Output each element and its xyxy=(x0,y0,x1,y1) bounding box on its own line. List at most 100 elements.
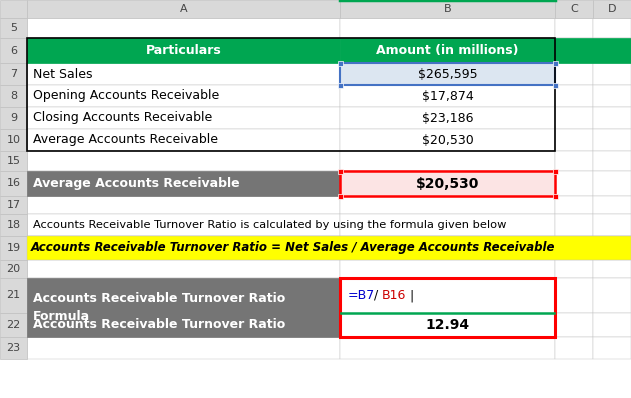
Bar xyxy=(0,260,27,278)
Bar xyxy=(27,38,555,151)
Text: 17: 17 xyxy=(6,200,21,210)
Bar xyxy=(593,337,631,359)
Bar xyxy=(27,171,340,196)
Text: 8: 8 xyxy=(10,91,17,101)
Bar xyxy=(340,171,555,196)
Bar xyxy=(555,38,631,63)
Bar xyxy=(27,236,631,260)
Text: 16: 16 xyxy=(6,178,20,189)
Bar xyxy=(340,171,555,196)
Text: Net Sales: Net Sales xyxy=(33,68,93,80)
Bar xyxy=(0,129,27,151)
Bar xyxy=(555,236,593,260)
Bar xyxy=(340,129,555,151)
Bar xyxy=(27,85,340,107)
Text: 21: 21 xyxy=(6,291,21,300)
Bar xyxy=(0,85,27,107)
Bar xyxy=(27,196,340,214)
Bar xyxy=(555,107,593,129)
Bar xyxy=(338,61,343,66)
Bar xyxy=(0,63,27,85)
Text: Opening Accounts Receivable: Opening Accounts Receivable xyxy=(33,90,219,103)
Bar xyxy=(553,169,558,174)
Bar xyxy=(27,18,340,38)
Bar xyxy=(340,196,555,214)
Bar xyxy=(555,260,593,278)
Text: 15: 15 xyxy=(6,156,20,166)
Bar xyxy=(338,194,343,199)
Bar xyxy=(27,0,340,18)
Bar xyxy=(340,38,555,63)
Bar xyxy=(0,236,27,260)
Bar xyxy=(338,83,343,88)
Bar xyxy=(27,171,340,196)
Bar xyxy=(593,313,631,337)
Text: 20: 20 xyxy=(6,264,21,274)
Bar xyxy=(340,236,555,260)
Bar xyxy=(27,38,340,63)
Bar xyxy=(0,214,27,236)
Bar xyxy=(340,63,555,85)
Bar xyxy=(593,129,631,151)
Text: $20,530: $20,530 xyxy=(416,176,479,191)
Bar xyxy=(340,278,555,337)
Bar xyxy=(593,63,631,85)
Bar xyxy=(340,38,555,63)
Bar xyxy=(555,337,593,359)
Bar xyxy=(340,278,555,313)
Bar xyxy=(0,151,27,171)
Bar xyxy=(340,0,555,18)
Text: $23,186: $23,186 xyxy=(422,111,473,125)
Bar xyxy=(340,85,555,107)
Bar xyxy=(0,337,27,359)
Bar xyxy=(593,260,631,278)
Text: Accounts Receivable Turnover Ratio = Net Sales / Average Accounts Receivable: Accounts Receivable Turnover Ratio = Net… xyxy=(31,242,555,254)
Bar xyxy=(593,0,631,18)
Text: $17,874: $17,874 xyxy=(422,90,473,103)
Bar xyxy=(340,313,555,337)
Bar xyxy=(27,129,340,151)
Bar xyxy=(0,171,27,196)
Bar xyxy=(27,63,340,85)
Bar xyxy=(0,196,27,214)
Bar xyxy=(593,214,631,236)
Text: Accounts Receivable Turnover Ratio is calculated by using the formula given belo: Accounts Receivable Turnover Ratio is ca… xyxy=(33,220,506,230)
Bar xyxy=(27,236,340,260)
Text: 7: 7 xyxy=(10,69,17,79)
Bar xyxy=(593,38,631,63)
Text: $20,530: $20,530 xyxy=(422,133,473,146)
Text: =B7: =B7 xyxy=(348,289,375,302)
Text: Accounts Receivable Turnover Ratio: Accounts Receivable Turnover Ratio xyxy=(33,318,285,332)
Text: Amount (in millions): Amount (in millions) xyxy=(376,44,519,57)
Text: Closing Accounts Receivable: Closing Accounts Receivable xyxy=(33,111,212,125)
Bar xyxy=(27,260,340,278)
Text: C: C xyxy=(570,4,578,14)
Bar xyxy=(27,278,340,313)
Bar xyxy=(553,61,558,66)
Bar xyxy=(555,0,593,18)
Bar xyxy=(27,313,340,337)
Bar xyxy=(555,196,593,214)
Bar xyxy=(0,38,27,63)
Bar xyxy=(593,196,631,214)
Bar xyxy=(555,278,593,313)
Bar xyxy=(340,260,555,278)
Bar xyxy=(340,214,555,236)
Text: Particulars: Particulars xyxy=(146,44,221,57)
Text: 6: 6 xyxy=(10,45,17,55)
Bar xyxy=(27,151,340,171)
Bar xyxy=(0,0,27,18)
Bar xyxy=(0,313,27,337)
Bar xyxy=(27,214,340,236)
Text: 12.94: 12.94 xyxy=(425,318,469,332)
Text: 18: 18 xyxy=(6,220,21,230)
Bar xyxy=(555,85,593,107)
Bar xyxy=(27,107,340,129)
Text: Average Accounts Receivable: Average Accounts Receivable xyxy=(33,177,240,190)
Bar xyxy=(0,107,27,129)
Text: 5: 5 xyxy=(10,23,17,33)
Bar xyxy=(27,278,340,337)
Text: B: B xyxy=(444,4,451,14)
Bar xyxy=(553,194,558,199)
Text: 22: 22 xyxy=(6,320,21,330)
